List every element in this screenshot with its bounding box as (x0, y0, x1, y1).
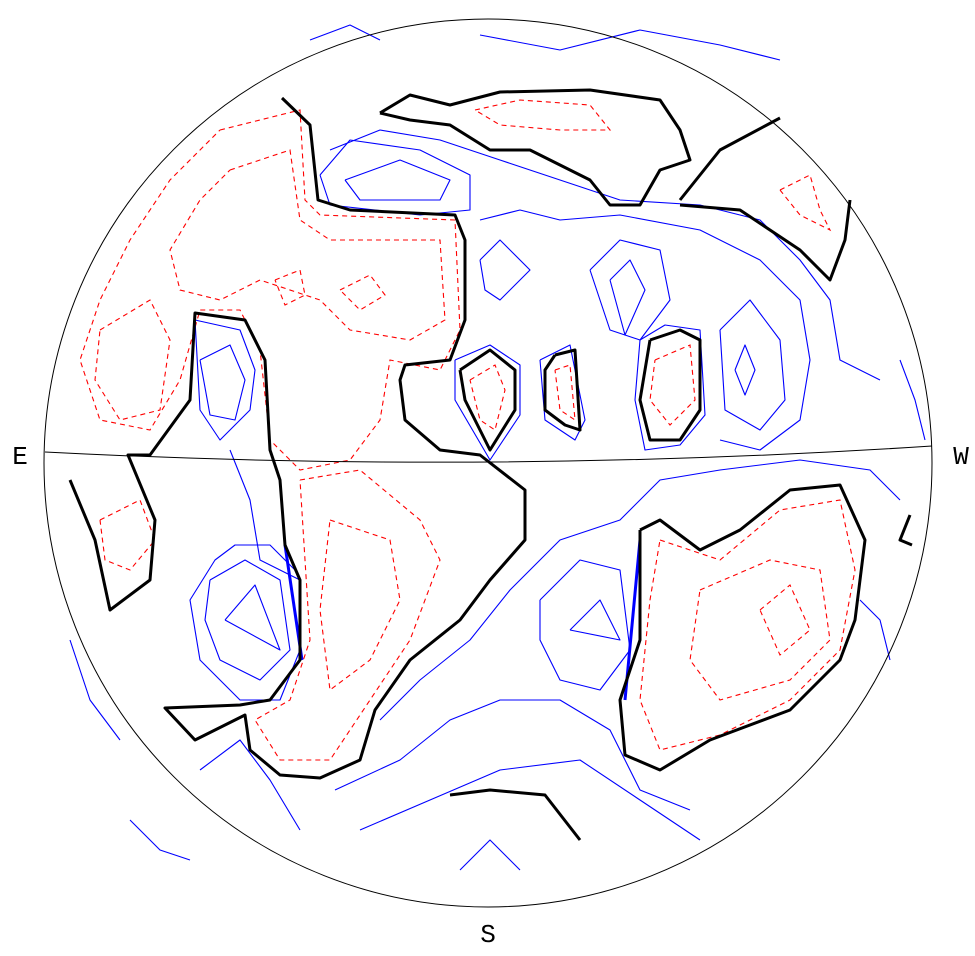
east-label: E (12, 442, 28, 472)
equator (44, 445, 933, 463)
west-label: W (953, 442, 969, 472)
contour (68, 96, 527, 780)
contour (189, 449, 301, 701)
contour (899, 359, 926, 441)
contour (554, 364, 576, 422)
contour (339, 274, 386, 311)
contour (379, 88, 692, 207)
contour (469, 364, 506, 431)
contour (678, 116, 781, 201)
contour (759, 584, 811, 656)
contour (454, 344, 521, 461)
contour (274, 269, 306, 306)
contour (459, 839, 521, 871)
contour (649, 344, 696, 426)
contour (449, 788, 582, 841)
blue-contours (69, 24, 926, 871)
contour (129, 819, 191, 861)
contour (69, 639, 121, 741)
primitive-circle (43, 18, 933, 908)
contour (94, 299, 171, 421)
contour (479, 29, 781, 61)
contour (199, 344, 246, 421)
south-label: S (480, 920, 496, 950)
contour (474, 99, 612, 131)
contour (254, 469, 441, 761)
contour (458, 348, 517, 452)
contour (719, 299, 786, 431)
contour (679, 199, 852, 282)
contour (543, 348, 582, 432)
contour (609, 259, 646, 336)
contour (199, 739, 301, 831)
contour (859, 599, 891, 661)
contour (898, 514, 913, 547)
black-contours (68, 88, 913, 841)
contour (539, 559, 631, 691)
contour (99, 499, 156, 571)
contour (779, 174, 832, 232)
contour (169, 149, 446, 341)
contour (319, 519, 401, 692)
red-contours (79, 99, 856, 761)
contour (634, 324, 706, 451)
contour (479, 239, 531, 301)
contour (319, 139, 471, 216)
contour (194, 319, 256, 441)
contour (589, 239, 671, 341)
contour (689, 559, 831, 701)
contour (618, 483, 867, 772)
contour (334, 699, 691, 811)
contour (639, 499, 856, 751)
contour (479, 209, 811, 451)
contour (638, 328, 702, 442)
contour (309, 24, 381, 41)
contour (329, 129, 881, 381)
contour (734, 344, 756, 396)
contour (379, 459, 901, 721)
contour (224, 584, 281, 651)
contour (204, 559, 291, 681)
contour (569, 599, 621, 641)
contour (359, 759, 701, 841)
contour (344, 159, 451, 201)
